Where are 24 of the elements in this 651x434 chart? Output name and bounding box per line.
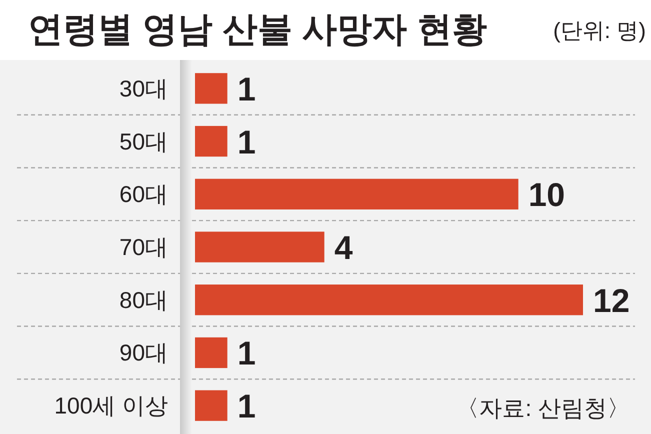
chart-subtitle: (단위: 명)	[553, 18, 646, 43]
bar	[195, 337, 228, 368]
chart-title: 연령별 영남 산불 사망자 현황	[28, 10, 487, 49]
y-tick-label: 80대	[119, 286, 168, 313]
y-tick-label: 70대	[119, 234, 168, 260]
bar	[195, 126, 228, 157]
data-label: 1	[237, 123, 256, 160]
bar	[195, 232, 324, 262]
annotation: 〈자료: 산림청〉	[456, 395, 630, 421]
bar	[195, 284, 583, 316]
data-label: 4	[334, 229, 354, 266]
bar	[195, 178, 518, 210]
bar	[195, 390, 228, 421]
bar	[195, 73, 228, 104]
data-label: 12	[593, 282, 630, 319]
y-tick-label: 50대	[119, 128, 168, 154]
data-label: 1	[237, 334, 256, 372]
y-tick-label: 60대	[119, 181, 168, 208]
y-tick-label: 90대	[119, 340, 168, 366]
data-label: 10	[528, 176, 566, 214]
data-label: 1	[237, 388, 256, 425]
y-tick-label: 100세 이상	[54, 392, 168, 419]
data-label: 1	[237, 70, 256, 108]
y-tick-label: 30대	[119, 75, 168, 102]
